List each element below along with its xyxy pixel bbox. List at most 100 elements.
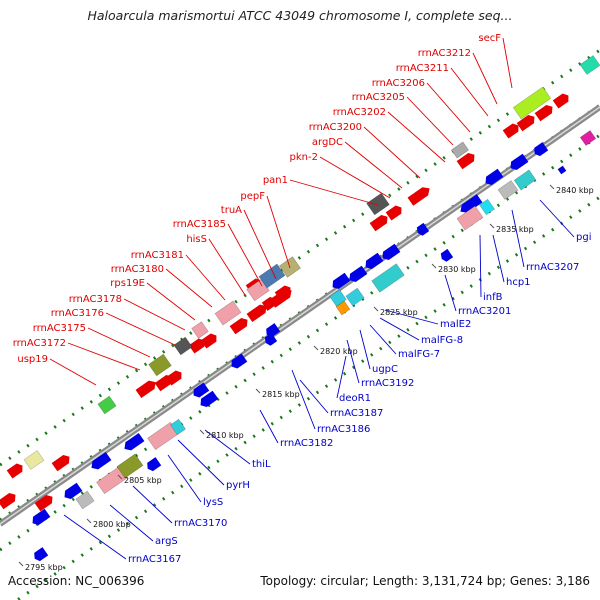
reverse-gene-arrow (485, 168, 504, 185)
scale-ticks: 2795 kbp 2800 kbp 2805 kbp 2810 kbp 2815 kbp… (18, 184, 594, 572)
reverse-gene-label: rrnAC3186 (317, 424, 370, 435)
forward-gene-label: rps19E (110, 278, 145, 289)
leader-line (165, 268, 213, 308)
leader-line (444, 274, 457, 312)
forward-gene-label: rrnAC3175 (33, 323, 86, 334)
gene-block-blue (557, 165, 567, 175)
gene-block-grey (450, 141, 470, 159)
leader-line (67, 342, 141, 371)
forward-gene-label: pan1 (263, 175, 288, 186)
reverse-gene-label: pyrH (226, 480, 250, 491)
reverse-gene-label: hcp1 (506, 277, 531, 288)
scale-tick-label: 2805 kbp (124, 476, 162, 485)
leader-line (450, 67, 489, 117)
gene-features (0, 55, 600, 562)
gene-block-cyan (170, 418, 186, 436)
reverse-gene-arrow (64, 482, 83, 499)
forward-gene-arrow (261, 296, 276, 311)
gene-block-olive (148, 353, 172, 377)
reverse-gene-arrow (382, 243, 401, 260)
reverse-gene-arrow (440, 248, 454, 262)
reverse-gene-arrow (510, 153, 529, 170)
reverse-gene-arrow (266, 323, 281, 338)
scale-tick-mark (86, 518, 92, 524)
scale-tick-label: 2795 kbp (25, 563, 63, 572)
forward-gene-label: truA (221, 205, 242, 216)
forward-gene-arrow (502, 123, 519, 139)
leader-line (539, 199, 575, 238)
scale-tick-mark (199, 429, 205, 435)
forward-gene-arrow (369, 215, 388, 232)
leader-line (511, 209, 525, 268)
reverse-gene-label: rrnAC3192 (361, 378, 414, 389)
leader-line (472, 52, 498, 105)
gene-block-cyan (371, 263, 405, 293)
forward-gene-label: secF (478, 33, 501, 44)
reverse-gene-label: pgi (576, 232, 591, 243)
forward-gene-label: rrnAC3185 (173, 219, 226, 230)
reverse-gene-arrow (91, 451, 112, 470)
leader-line (109, 504, 154, 542)
reverse-gene-arrow (124, 432, 145, 451)
scale-tick-mark (373, 306, 379, 312)
scale-tick-mark (117, 474, 123, 480)
reverse-gene-label: rrnAC3182 (280, 438, 333, 449)
leader-line (49, 358, 97, 386)
reverse-gene-label: rrnAC3207 (526, 262, 579, 273)
leader-line (492, 234, 505, 283)
scale-tick-label: 2820 kbp (320, 347, 358, 356)
reverse-gene-label: thiL (252, 459, 271, 470)
outer-forward-track (0, 48, 600, 467)
leader-line (177, 439, 225, 486)
gene-labels: usp19 rrnAC3172 rrnAC3175 rrnAC3176 rrnAC317… (13, 33, 592, 565)
forward-gene-arrow (229, 318, 248, 335)
reverse-gene-label: ugpC (372, 364, 398, 375)
map-title: Haloarcula marismortui ATCC 43049 chromo… (87, 8, 513, 23)
leader-line (208, 238, 246, 296)
forward-gene-label: hisS (186, 234, 207, 245)
scale-tick-label: 2800 kbp (93, 520, 131, 529)
gene-block-orange (335, 300, 351, 316)
leader-line (87, 327, 151, 358)
reverse-gene-label: rrnAC3187 (330, 408, 383, 419)
reverse-gene-arrow (264, 332, 278, 346)
reverse-gene-label: rrnAC3170 (174, 518, 227, 529)
summary-text: Topology: circular; Length: 3,131,724 bp… (260, 574, 590, 588)
gene-block-dark (366, 192, 390, 216)
gene-block-green (97, 395, 117, 415)
reverse-gene-arrow (332, 272, 351, 289)
forward-gene-arrow (200, 333, 217, 349)
scale-tick-mark (18, 561, 24, 567)
leader-line (167, 454, 202, 503)
forward-gene-arrow (34, 495, 53, 512)
leader-line (259, 409, 279, 444)
gene-block-grey (497, 180, 519, 200)
leader-line (344, 141, 403, 189)
forward-gene-label: pkn-2 (290, 152, 318, 163)
gene-block-cyan (479, 198, 495, 216)
forward-gene-label: rrnAC3176 (51, 308, 104, 319)
forward-gene-arrow (407, 187, 430, 206)
gene-block-pink (214, 300, 242, 326)
reverse-gene-arrow (32, 508, 51, 525)
leader-line (479, 234, 482, 298)
gene-block-lime (512, 86, 552, 120)
reverse-gene-label: infB (483, 292, 503, 303)
reverse-gene-label: rrnAC3201 (458, 306, 511, 317)
reverse-gene-arrow (193, 382, 210, 398)
gene-block-teal (579, 55, 600, 75)
forward-gene-label: rrnAC3172 (13, 338, 66, 349)
forward-gene-arrow (516, 115, 535, 132)
gene-block-grey (75, 490, 95, 510)
leader-line (406, 96, 454, 146)
scale-tick-label: 2810 kbp (206, 431, 244, 440)
forward-gene-label: rrnAC3200 (309, 122, 362, 133)
outer-reverse-track (14, 195, 600, 600)
forward-gene-arrow (165, 370, 182, 386)
leader-line (299, 379, 329, 414)
forward-gene-label: rrnAC3181 (131, 250, 184, 261)
reverse-gene-arrow (349, 265, 368, 282)
forward-gene-arrow (135, 380, 156, 399)
leader-line (105, 312, 176, 346)
